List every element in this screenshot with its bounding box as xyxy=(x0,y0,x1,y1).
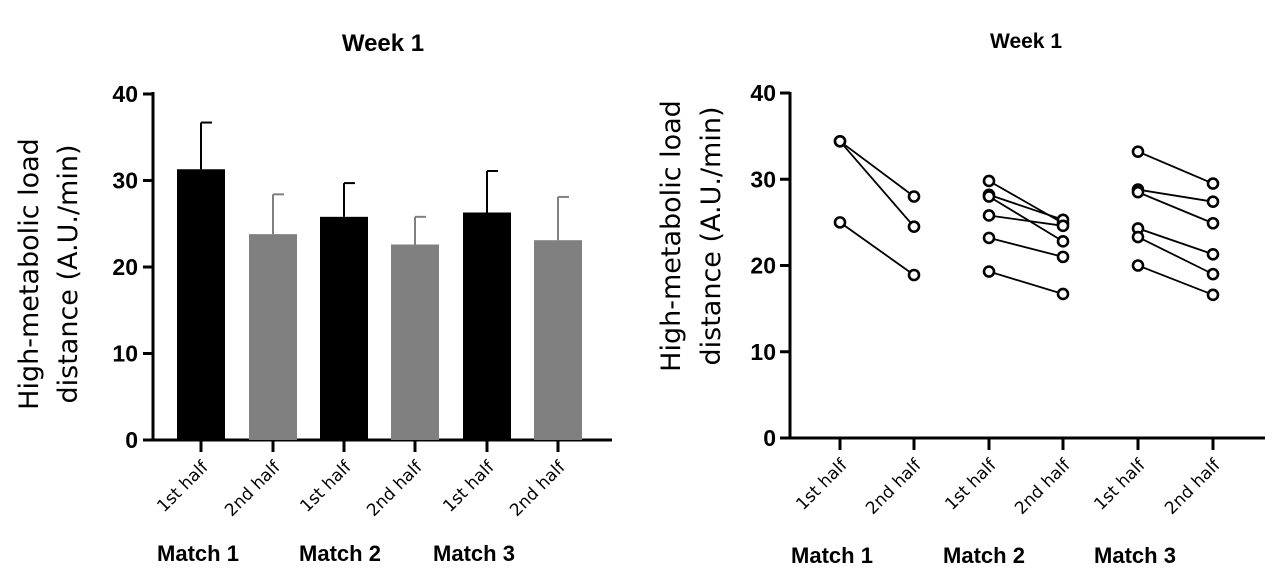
paired-line xyxy=(839,221,915,276)
paired-line xyxy=(988,237,1064,258)
paired-chart-ytick-label: 40 xyxy=(750,80,776,106)
bar-chart-title: Week 1 xyxy=(342,30,424,57)
paired-point xyxy=(1206,267,1220,281)
paired-line xyxy=(1137,236,1214,275)
paired-line xyxy=(1137,188,1214,203)
paired-point xyxy=(1131,185,1145,199)
paired-point xyxy=(1056,235,1070,248)
paired-chart-group-label: Match 2 xyxy=(943,543,1025,568)
paired-chart-ylabel-line1: High-metabolic load xyxy=(656,100,687,372)
paired-chart-title: Week 1 xyxy=(990,30,1062,53)
paired-point xyxy=(1206,177,1220,190)
paired-point xyxy=(1056,219,1070,233)
paired-point xyxy=(833,135,847,148)
paired-point xyxy=(982,209,996,222)
paired-chart-category-label: 2nd half xyxy=(1011,455,1075,519)
bar-chart-group-label: Match 1 xyxy=(157,541,239,566)
bar-chart-category-label: 2nd half xyxy=(221,457,285,521)
paired-point xyxy=(1206,288,1220,302)
bar-chart: Week 1 High-metabolic load distance (A.U… xyxy=(14,30,612,566)
paired-chart-ylabel-line2: distance (A.U./min) xyxy=(696,107,727,366)
paired-point xyxy=(833,216,847,229)
bar-chart-ytick-label: 40 xyxy=(112,81,138,107)
paired-point xyxy=(982,174,996,188)
bar-chart-ytick-label: 10 xyxy=(112,341,138,367)
bar-chart-group-label: Match 2 xyxy=(299,541,381,566)
bar xyxy=(249,234,297,440)
paired-point xyxy=(1131,145,1145,158)
bar-chart-ytick-label: 30 xyxy=(112,168,138,194)
paired-point xyxy=(1206,216,1220,230)
paired-line xyxy=(1137,191,1214,225)
bar-chart-ylabel-line2: distance (A.U./min) xyxy=(53,145,84,404)
paired-chart-ytick-label: 10 xyxy=(750,339,776,365)
bar xyxy=(177,169,225,440)
bar-chart-ytick-label: 20 xyxy=(112,254,138,280)
bar-chart-ytick-label: 0 xyxy=(125,427,138,453)
paired-line xyxy=(988,270,1064,295)
paired-point xyxy=(1056,287,1070,301)
paired-point xyxy=(907,268,921,282)
paired-chart-category-label: 1st half xyxy=(1090,455,1150,515)
paired-chart-ytick-label: 20 xyxy=(750,253,776,279)
paired-point xyxy=(1056,250,1070,264)
bar-chart-category-label: 1st half xyxy=(153,457,213,517)
paired-point xyxy=(907,220,921,233)
paired-point xyxy=(1206,247,1220,261)
paired-point xyxy=(907,190,921,203)
paired-chart-category-label: 1st half xyxy=(941,455,1001,515)
paired-line xyxy=(988,214,1064,227)
paired-point xyxy=(982,265,996,278)
bar-chart-group-label: Match 3 xyxy=(433,541,515,566)
paired-line xyxy=(839,140,915,228)
paired-dot-chart: Week 1 High-metabolic load distance (A.U… xyxy=(656,30,1265,568)
paired-point xyxy=(982,190,996,203)
paired-line xyxy=(1137,150,1214,185)
paired-line xyxy=(1137,227,1214,256)
paired-point xyxy=(1131,230,1145,244)
paired-point xyxy=(1131,259,1145,272)
bar-chart-category-label: 1st half xyxy=(296,457,356,517)
bar xyxy=(320,216,368,440)
paired-chart-ytick-label: 30 xyxy=(750,166,776,192)
paired-line xyxy=(988,193,1064,221)
bar xyxy=(463,212,511,440)
bar xyxy=(534,240,582,440)
bar-chart-ylabel-line1: High-metabolic load xyxy=(14,138,45,410)
paired-line xyxy=(1137,264,1214,296)
paired-chart-group-label: Match 3 xyxy=(1094,543,1176,568)
paired-chart-category-label: 2nd half xyxy=(1161,455,1225,519)
bar xyxy=(391,244,439,440)
paired-chart-category-label: 1st half xyxy=(792,455,852,515)
paired-line xyxy=(839,140,915,198)
paired-point xyxy=(1206,195,1220,208)
bar-chart-category-label: 1st half xyxy=(439,457,499,517)
paired-point xyxy=(982,231,996,245)
paired-chart-ytick-label: 0 xyxy=(763,425,776,451)
paired-chart-group-label: Match 1 xyxy=(791,543,873,568)
bar-chart-category-label: 2nd half xyxy=(363,457,427,521)
paired-line xyxy=(988,195,1064,243)
paired-chart-category-label: 2nd half xyxy=(862,455,926,519)
bar-chart-category-label: 2nd half xyxy=(506,457,570,521)
